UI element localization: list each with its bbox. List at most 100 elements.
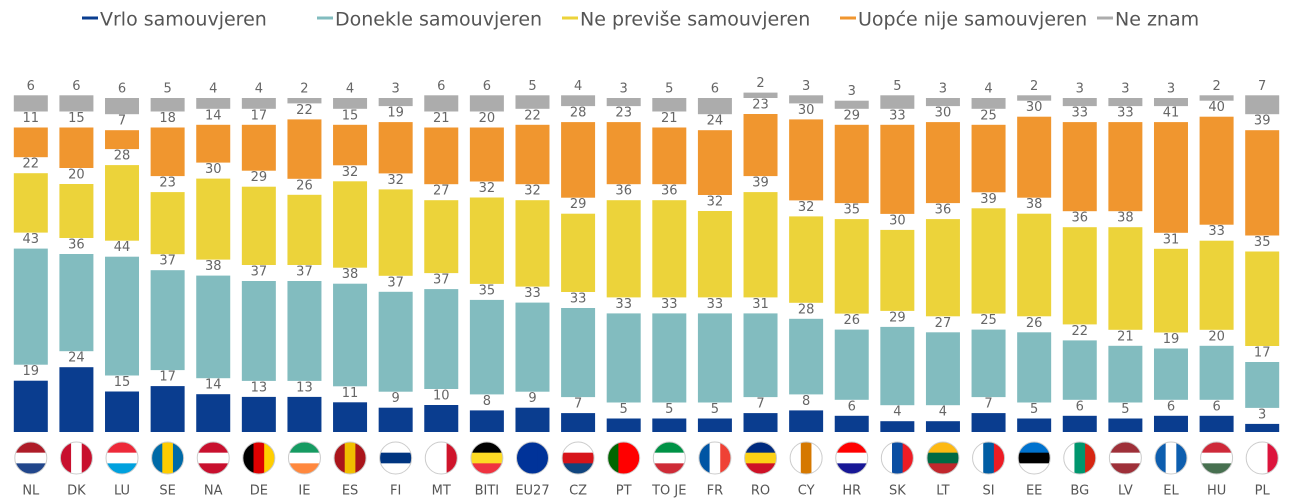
bar-segment [880, 124, 915, 214]
value-label: 19 [1163, 332, 1180, 347]
value-label: 15 [342, 108, 359, 123]
bar-segment [789, 119, 824, 201]
flag-stripe [14, 463, 47, 474]
bar-segment [1108, 122, 1143, 212]
bar-segment [880, 229, 915, 311]
value-label: 6 [848, 399, 856, 414]
value-label: 17 [251, 108, 268, 123]
x-tick-label: SE [159, 484, 175, 499]
flag [470, 441, 504, 475]
bar-segment [1017, 116, 1052, 198]
value-label: 5 [1121, 402, 1129, 417]
flag-border [333, 441, 367, 475]
x-tick-label: PT [616, 484, 632, 499]
flag-stripe [744, 442, 777, 454]
flag-border [242, 441, 276, 475]
flag-stripe [790, 442, 802, 474]
bar-segment [1199, 95, 1234, 101]
x-tick-label: SK [889, 484, 906, 499]
flag-stripe [926, 442, 959, 454]
bar-segment [789, 410, 824, 432]
value-label: 6 [27, 79, 35, 94]
flag-stripe [835, 452, 868, 464]
value-label: 24 [707, 114, 724, 129]
flag [835, 441, 869, 475]
value-label: 29 [251, 170, 268, 185]
flag-stripe [288, 452, 321, 464]
bar-segment [1108, 345, 1143, 403]
bar-segment [333, 283, 368, 387]
flag-border [972, 441, 1006, 475]
value-label: 5 [620, 402, 628, 417]
bar-segment [697, 418, 732, 432]
bar-segment [150, 270, 185, 371]
value-label: 38 [1117, 211, 1134, 226]
flag-stripe [425, 442, 437, 474]
bar-segment [378, 407, 413, 432]
bar-segment [241, 98, 276, 109]
value-label: 6 [437, 79, 445, 94]
flag-stripe [653, 452, 686, 464]
bar-segment [606, 313, 641, 403]
flag-border [789, 441, 823, 475]
flag-border [287, 441, 321, 475]
bar-segment [1153, 248, 1188, 333]
value-label: 36 [615, 184, 632, 199]
flag-border [379, 441, 413, 475]
bar-segment [880, 421, 915, 432]
value-label: 32 [387, 173, 404, 188]
flag-border [1200, 441, 1234, 475]
value-label: 7 [984, 397, 992, 412]
value-label: 3 [1076, 82, 1084, 97]
x-tick-label: TO JE [651, 484, 686, 499]
bar-segment [925, 98, 960, 107]
value-label: 37 [159, 254, 176, 269]
value-label: 7 [756, 397, 764, 412]
bar-segment [469, 299, 504, 395]
bar-segment [971, 208, 1006, 314]
value-label: 5 [163, 82, 171, 97]
value-label: 33 [1208, 224, 1225, 239]
bar-segment [697, 313, 732, 403]
x-tick-label: DK [67, 484, 86, 499]
flag-stripe [835, 442, 868, 454]
flag-stripe [1154, 442, 1167, 474]
bar-segment [287, 119, 322, 179]
flag [561, 441, 595, 475]
value-label: 29 [889, 310, 906, 325]
x-tick-label: EE [1026, 484, 1042, 499]
value-label: 13 [251, 380, 268, 395]
bar-segment [424, 127, 459, 185]
flag-stripe [993, 442, 1005, 474]
flag-stripe [253, 442, 265, 474]
value-label: 21 [1117, 329, 1134, 344]
flag-stripe [14, 442, 47, 454]
value-label: 27 [433, 184, 450, 199]
legend-label: Donekle samouvjeren [335, 9, 542, 31]
bar-segment [515, 407, 550, 432]
value-label: 20 [479, 111, 496, 126]
flag-stripe [162, 442, 174, 474]
flag-stripe [71, 442, 83, 474]
flag-stripe [720, 442, 731, 474]
bar-segment [333, 181, 368, 268]
value-label: 37 [251, 265, 268, 280]
bar-segment [515, 200, 550, 287]
bar-segment [378, 291, 413, 392]
bar-segment [424, 405, 459, 432]
flag-stripe [470, 452, 503, 464]
flag [196, 441, 230, 475]
value-label: 40 [1208, 100, 1225, 115]
flag-stripe [881, 442, 893, 474]
bar-segment [1108, 418, 1143, 432]
flag [14, 441, 48, 475]
bar-segment [606, 122, 641, 185]
bar-segment [1245, 95, 1280, 115]
bar-segment [743, 313, 778, 398]
value-label: 17 [159, 370, 176, 385]
bar-segment [606, 418, 641, 432]
bar-segment [59, 367, 94, 432]
bar-segment [13, 248, 48, 365]
bar-segment [105, 256, 140, 376]
